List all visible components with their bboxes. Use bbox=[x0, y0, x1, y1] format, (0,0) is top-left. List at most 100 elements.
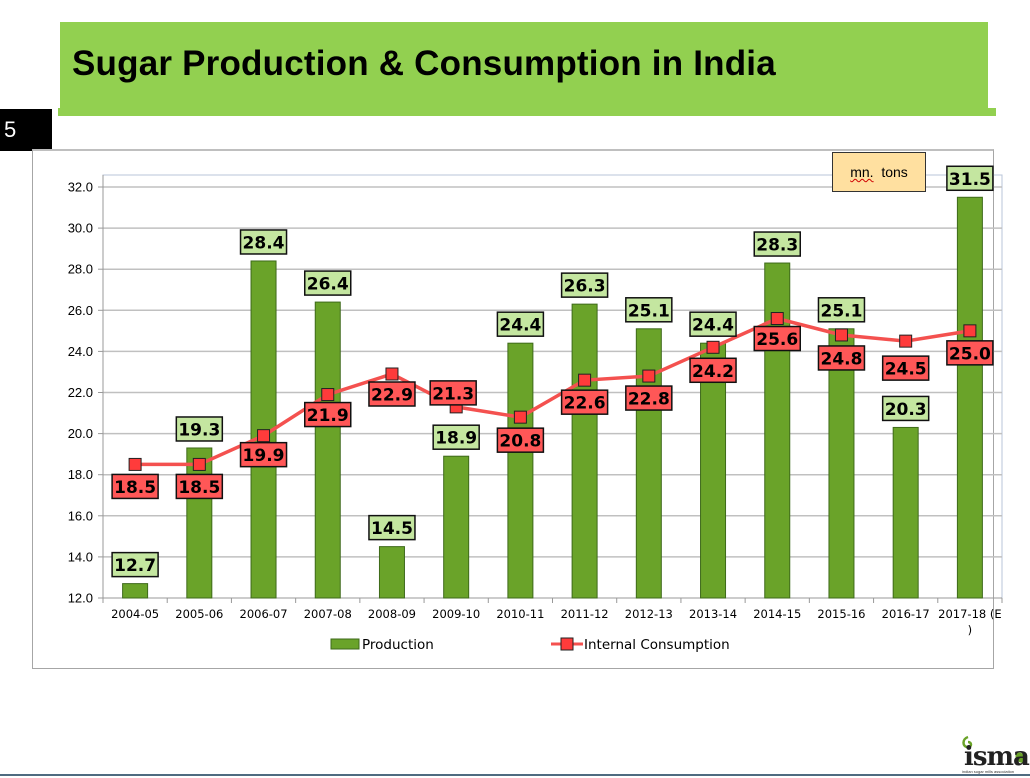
production-data-label-box bbox=[881, 395, 930, 422]
production-bar bbox=[700, 342, 727, 599]
consumption-marker bbox=[128, 457, 142, 471]
production-data-label: 12.7 bbox=[114, 556, 156, 576]
consumption-data-label: 18.5 bbox=[178, 478, 220, 498]
consumption-data-label-box bbox=[946, 340, 994, 366]
units-label-a: mn. bbox=[850, 164, 874, 180]
consumption-data-label-box bbox=[368, 381, 416, 407]
production-bar bbox=[956, 196, 983, 599]
y-tick-label: 24.0 bbox=[68, 344, 93, 359]
production-data-label-box bbox=[239, 229, 288, 255]
x-tick-label-line2: ) bbox=[968, 623, 973, 637]
production-data-label: 14.5 bbox=[371, 519, 413, 539]
production-data-label-box bbox=[625, 297, 673, 323]
consumption-data-label: 19.9 bbox=[243, 446, 285, 466]
consumption-line bbox=[135, 316, 971, 467]
y-tick-label: 22.0 bbox=[68, 385, 93, 400]
x-tick-label: 2006-07 bbox=[240, 607, 288, 621]
production-bar bbox=[507, 342, 534, 599]
consumption-data-label-box bbox=[753, 325, 801, 352]
production-bar bbox=[571, 303, 598, 599]
title-underbar bbox=[58, 108, 996, 116]
production-data-label-box bbox=[368, 514, 416, 541]
consumption-data-label: 22.6 bbox=[564, 394, 606, 414]
production-data-label: 26.4 bbox=[307, 275, 349, 295]
units-label: mn. tons bbox=[832, 152, 926, 192]
production-data-label-box bbox=[753, 231, 801, 257]
production-data-label-box bbox=[304, 270, 352, 296]
production-data-label-box bbox=[817, 297, 866, 323]
consumption-data-label: 24.5 bbox=[885, 360, 927, 380]
production-data-label: 28.4 bbox=[243, 233, 285, 253]
y-tick-label: 18.0 bbox=[68, 467, 93, 482]
consumption-marker bbox=[770, 312, 784, 326]
y-tick-label: 20.0 bbox=[68, 426, 93, 441]
consumption-data-label-box bbox=[817, 345, 866, 371]
consumption-data-label: 20.8 bbox=[499, 432, 541, 452]
consumption-data-label-box bbox=[304, 401, 352, 428]
legend-consumption-label: Internal Consumption bbox=[584, 637, 730, 653]
production-data-label-box bbox=[496, 311, 545, 337]
y-tick-label: 26.0 bbox=[68, 303, 93, 318]
consumption-marker bbox=[642, 369, 656, 383]
production-data-label: 19.3 bbox=[178, 420, 220, 440]
consumption-data-label: 21.3 bbox=[432, 384, 474, 404]
consumption-marker bbox=[385, 367, 399, 381]
slide-number: 5 bbox=[0, 109, 52, 151]
title-banner bbox=[60, 22, 988, 110]
production-data-label: 26.3 bbox=[564, 277, 606, 297]
consumption-data-label: 22.8 bbox=[628, 390, 670, 410]
y-tick-label: 12.0 bbox=[68, 591, 93, 606]
production-data-label: 25.1 bbox=[820, 301, 862, 321]
production-data-label: 28.3 bbox=[756, 236, 798, 256]
consumption-data-label-box bbox=[111, 473, 159, 500]
consumption-data-label: 24.2 bbox=[692, 362, 734, 382]
production-bar bbox=[443, 455, 470, 599]
slide-title: Sugar Production & Consumption in India bbox=[72, 44, 776, 83]
consumption-data-label: 25.6 bbox=[756, 330, 798, 350]
consumption-marker bbox=[321, 388, 335, 402]
production-bar bbox=[892, 426, 919, 599]
x-tick-label: 2008-09 bbox=[368, 607, 416, 621]
consumption-marker bbox=[899, 334, 913, 348]
consumption-data-label-box bbox=[689, 357, 737, 384]
consumption-data-label: 24.8 bbox=[820, 349, 862, 369]
consumption-data-label: 22.9 bbox=[371, 386, 413, 406]
consumption-data-label-box bbox=[429, 380, 477, 406]
consumption-marker bbox=[513, 410, 527, 424]
legend-production-swatch bbox=[330, 638, 360, 650]
production-bar bbox=[186, 447, 213, 599]
y-tick-label: 32.0 bbox=[68, 180, 93, 195]
consumption-data-label-box bbox=[496, 427, 545, 453]
consumption-marker bbox=[192, 457, 206, 471]
production-data-label-box bbox=[946, 165, 994, 192]
production-data-label-box bbox=[689, 311, 737, 337]
x-tick-label: 2007-08 bbox=[304, 607, 352, 621]
production-bar bbox=[314, 301, 341, 599]
x-tick-label: 2010-11 bbox=[496, 607, 544, 621]
production-data-label: 18.9 bbox=[435, 429, 477, 449]
y-tick-label: 28.0 bbox=[68, 262, 93, 277]
units-label-b: tons bbox=[881, 164, 908, 180]
consumption-data-label-box bbox=[239, 441, 288, 468]
x-tick-label: 2015-16 bbox=[817, 607, 865, 621]
production-bar bbox=[122, 583, 149, 599]
x-tick-label: 2014-15 bbox=[753, 607, 801, 621]
legend-consumption-marker bbox=[560, 637, 574, 651]
production-bar bbox=[635, 328, 662, 599]
consumption-data-label: 18.5 bbox=[114, 478, 156, 498]
consumption-marker bbox=[834, 328, 848, 342]
consumption-marker bbox=[706, 340, 720, 354]
isma-logo: isma bbox=[964, 742, 1030, 772]
consumption-data-label-box bbox=[625, 385, 673, 411]
production-data-label-box bbox=[175, 416, 224, 442]
x-tick-label: 2009-10 bbox=[432, 607, 480, 621]
x-tick-label: 2005-06 bbox=[175, 607, 223, 621]
consumption-marker bbox=[257, 429, 271, 443]
consumption-marker bbox=[578, 373, 592, 387]
consumption-data-label: 25.0 bbox=[949, 344, 991, 364]
production-bar bbox=[378, 546, 405, 599]
production-data-label-box bbox=[432, 424, 480, 450]
x-tick-label: 2013-14 bbox=[689, 607, 737, 621]
consumption-data-label: 21.9 bbox=[307, 406, 349, 426]
